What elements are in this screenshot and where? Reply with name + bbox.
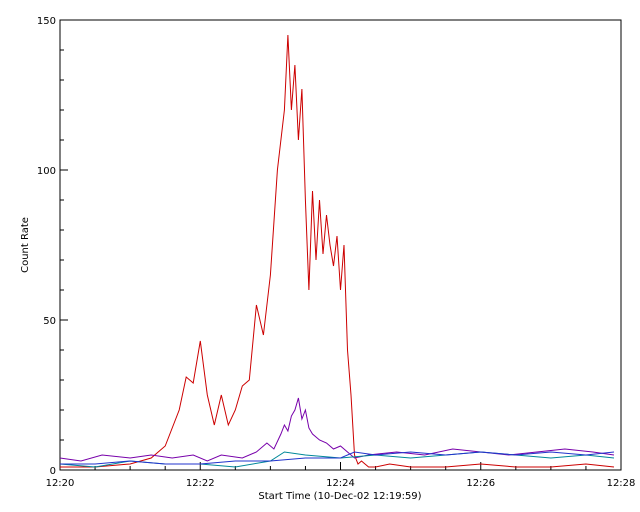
data-series (59, 34, 615, 468)
series-line-2 (59, 397, 615, 462)
series-line-1 (60, 34, 615, 468)
x-tick-label: 12:24 (326, 478, 355, 489)
x-tick-label: 12:28 (607, 478, 636, 489)
y-axis-ticks: 0 50 100 150 (37, 16, 68, 477)
y-tick-label: 0 (50, 466, 56, 477)
x-axis-ticks: 12:20 12:22 12:24 12:26 12:28 (46, 462, 636, 489)
y-tick-label: 100 (37, 166, 56, 177)
plot-frame (59, 19, 622, 471)
x-tick-label: 12:26 (466, 478, 495, 489)
y-axis-title: Count Rate (20, 217, 31, 273)
x-tick-label: 12:22 (186, 478, 215, 489)
x-tick-label: 12:20 (46, 478, 75, 489)
y-tick-label: 50 (43, 316, 56, 327)
y-tick-label: 150 (37, 16, 56, 27)
series-line-4 (60, 451, 615, 465)
x-axis-title: Start Time (10-Dec-02 12:19:59) (258, 491, 421, 502)
series-line-3 (59, 451, 615, 468)
